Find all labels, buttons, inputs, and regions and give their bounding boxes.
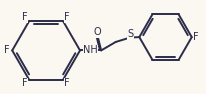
Text: F: F xyxy=(193,32,199,42)
Text: NH: NH xyxy=(83,45,98,55)
Text: F: F xyxy=(22,78,28,88)
Text: F: F xyxy=(4,45,9,55)
Text: S: S xyxy=(128,30,134,39)
Text: F: F xyxy=(64,78,70,88)
Text: F: F xyxy=(64,12,70,22)
Text: F: F xyxy=(22,12,28,22)
Text: O: O xyxy=(93,27,101,37)
